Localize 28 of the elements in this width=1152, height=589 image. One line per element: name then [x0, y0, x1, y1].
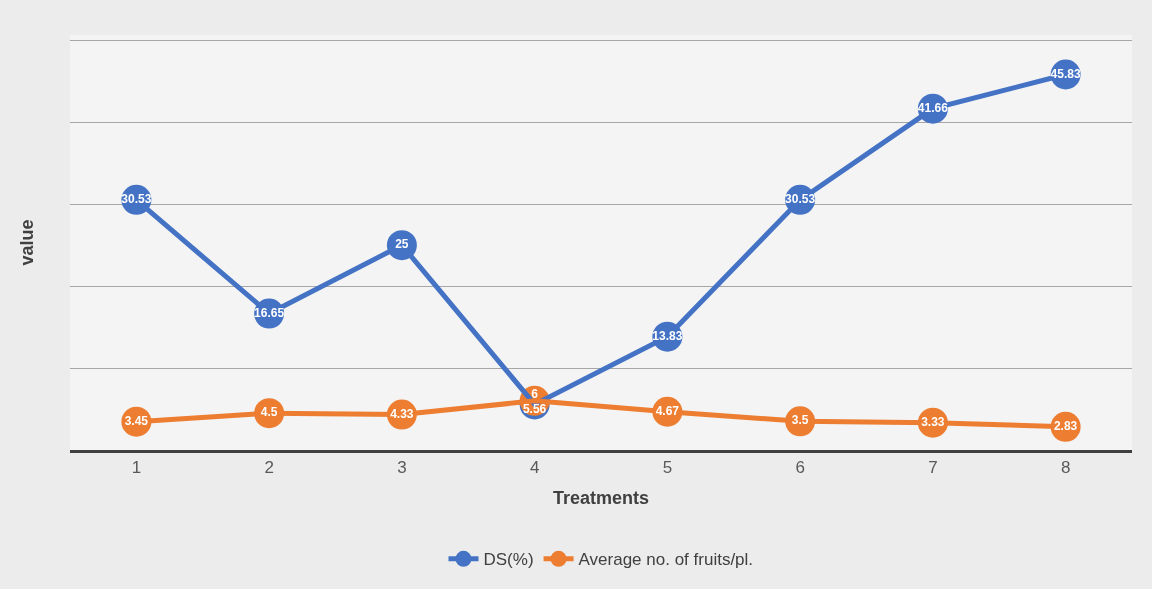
data-label: 25 [395, 237, 409, 252]
legend-label: DS(%) [483, 550, 534, 570]
data-label: 4.33 [390, 406, 414, 421]
x-tick-label: 4 [529, 458, 540, 478]
x-tick-label: 1 [131, 458, 142, 478]
x-tick-label: 3 [397, 458, 407, 478]
x-tick-label: 2 [264, 458, 274, 478]
data-label: 16.65 [254, 305, 285, 320]
data-label: 2.83 [1053, 418, 1078, 433]
data-label: 3.45 [124, 413, 149, 428]
data-label: 30.53 [785, 191, 816, 206]
data-label: 3.33 [921, 414, 945, 429]
data-label: 4.5 [260, 405, 278, 420]
data-label: 13.83 [652, 328, 683, 343]
x-axis-title: Treatments [552, 487, 650, 508]
x-tick-label: 5 [662, 458, 673, 478]
data-label: 30.53 [121, 191, 152, 206]
data-label: 41.66 [917, 100, 949, 115]
data-label: 45.83 [1050, 66, 1081, 81]
y-axis-title: value [17, 219, 38, 266]
data-label: 4.67 [655, 403, 680, 418]
x-tick-label: 6 [795, 458, 805, 478]
x-tick-label: 8 [1060, 458, 1071, 478]
x-tick-label: 7 [928, 458, 938, 478]
data-label: 6 [531, 386, 539, 401]
data-label: 5.56 [522, 402, 547, 417]
legend-label: Average no. of fruits/pl. [578, 550, 754, 570]
data-label: 3.5 [791, 413, 809, 428]
